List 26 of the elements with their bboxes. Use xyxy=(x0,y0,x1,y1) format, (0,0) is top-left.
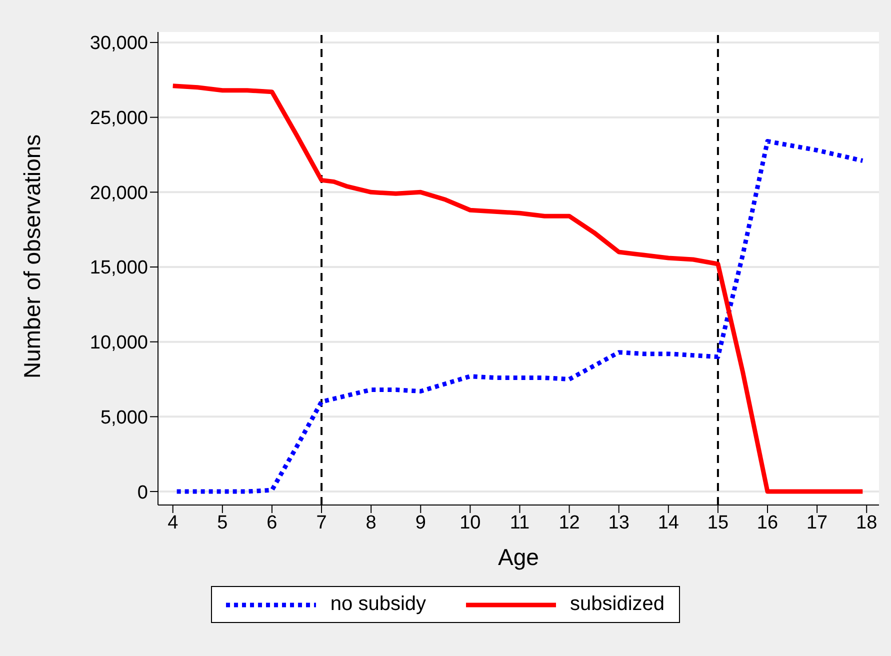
y-tick-label: 20,000 xyxy=(90,182,148,204)
x-tick-label: 15 xyxy=(707,512,729,534)
x-tick-label: 18 xyxy=(856,512,878,534)
y-tick-label: 15,000 xyxy=(90,258,148,279)
y-tick-label: 0 xyxy=(137,482,148,504)
x-axis-title: Age xyxy=(498,544,539,570)
legend-label: no subsidy xyxy=(330,593,426,616)
y-tick-label: 25,000 xyxy=(90,108,148,130)
x-tick-label: 9 xyxy=(415,512,426,534)
x-tick-label: 5 xyxy=(217,512,228,534)
x-tick-label: 11 xyxy=(510,512,530,534)
x-tick-label: 12 xyxy=(558,512,580,534)
y-axis-title: Number of observations xyxy=(19,134,46,378)
x-tick-label: 7 xyxy=(316,512,327,534)
x-tick-label: 10 xyxy=(460,512,481,534)
x-tick-label: 14 xyxy=(658,512,680,534)
y-tick-label: 5,000 xyxy=(100,407,148,428)
y-tick-label: 10,000 xyxy=(90,332,148,354)
x-tick-label: 17 xyxy=(806,512,828,534)
x-tick-label: 6 xyxy=(266,512,278,534)
x-tick-label: 13 xyxy=(608,512,630,534)
legend-label: subsidized xyxy=(570,593,665,616)
x-tick-label: 16 xyxy=(756,512,778,534)
x-tick-label: 4 xyxy=(168,512,179,534)
y-tick-label: 30,000 xyxy=(90,33,148,54)
x-tick-label: 8 xyxy=(366,512,376,534)
